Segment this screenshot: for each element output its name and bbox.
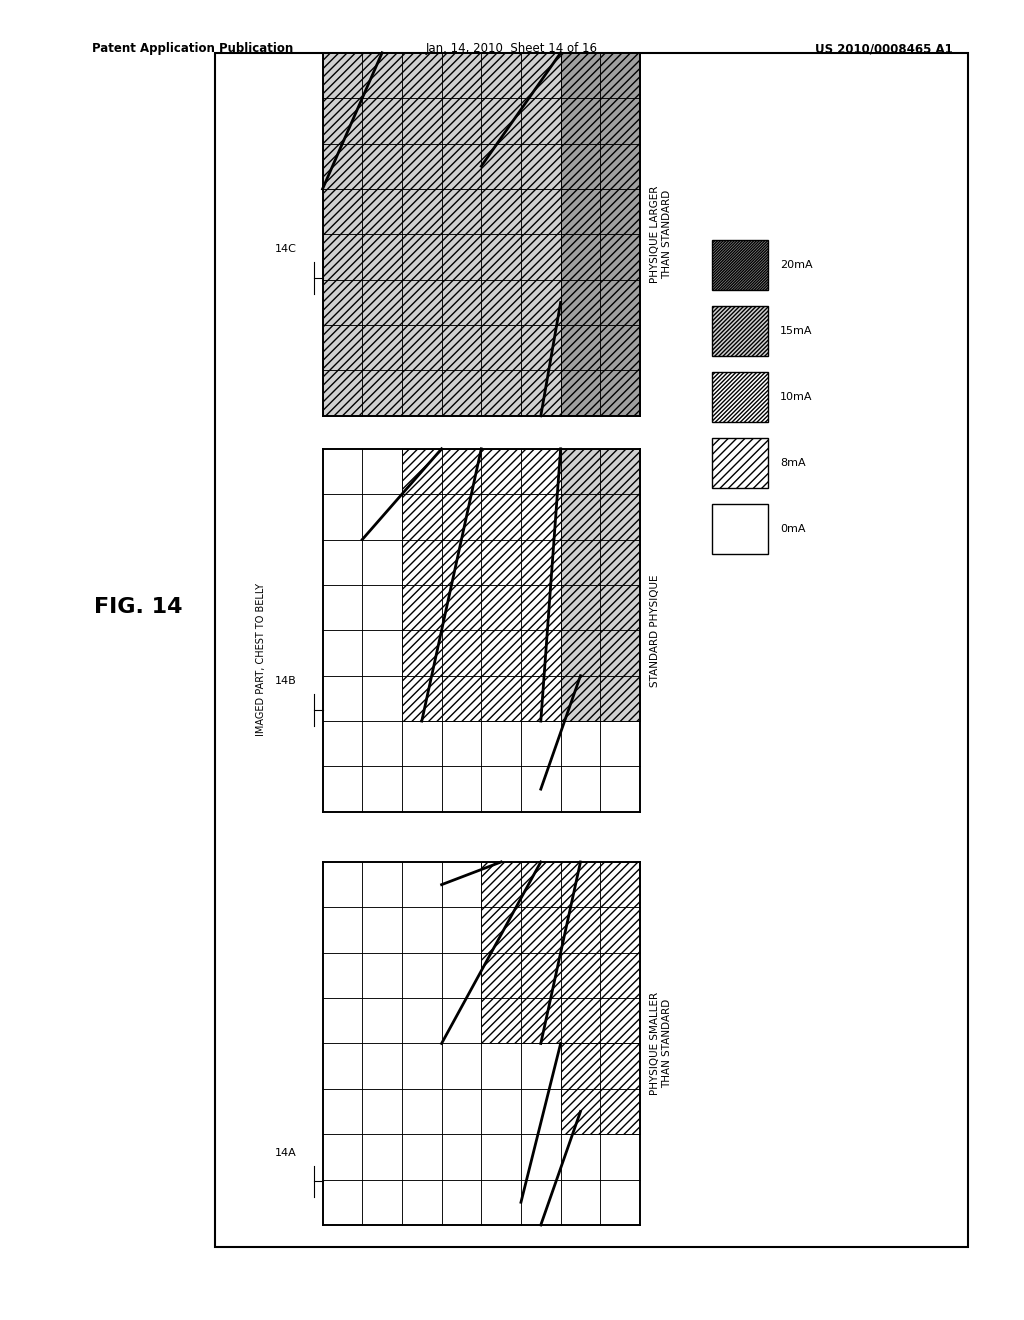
- Text: 14C: 14C: [275, 244, 297, 253]
- Bar: [712, 372, 768, 422]
- Text: Jan. 14, 2010  Sheet 14 of 16: Jan. 14, 2010 Sheet 14 of 16: [426, 42, 598, 55]
- Bar: [323, 53, 561, 416]
- Text: US 2010/0008465 A1: US 2010/0008465 A1: [814, 42, 952, 55]
- Text: 15mA: 15mA: [780, 326, 813, 337]
- Bar: [215, 53, 968, 1247]
- Text: PHYSIQUE LARGER
THAN STANDARD: PHYSIQUE LARGER THAN STANDARD: [650, 186, 672, 282]
- Bar: [712, 504, 768, 554]
- Bar: [712, 240, 768, 290]
- Text: FIG. 14: FIG. 14: [94, 597, 182, 618]
- Bar: [323, 53, 640, 416]
- Text: STANDARD PHYSIQUE: STANDARD PHYSIQUE: [650, 574, 660, 686]
- Bar: [712, 306, 768, 356]
- Bar: [712, 438, 768, 488]
- Text: 10mA: 10mA: [780, 392, 813, 403]
- Bar: [561, 53, 640, 416]
- Text: IMAGED PART, CHEST TO BELLY: IMAGED PART, CHEST TO BELLY: [256, 583, 266, 737]
- Text: Patent Application Publication: Patent Application Publication: [92, 42, 294, 55]
- Bar: [561, 449, 640, 721]
- Text: 8mA: 8mA: [780, 458, 806, 469]
- Text: 0mA: 0mA: [780, 524, 806, 535]
- Text: 14B: 14B: [275, 676, 297, 686]
- Bar: [401, 449, 600, 721]
- Text: PHYSIQUE SMALLER
THAN STANDARD: PHYSIQUE SMALLER THAN STANDARD: [650, 991, 672, 1096]
- Bar: [323, 862, 640, 1225]
- Text: 20mA: 20mA: [780, 260, 813, 271]
- Bar: [561, 1043, 640, 1134]
- Bar: [323, 449, 640, 812]
- Bar: [481, 862, 640, 1043]
- Text: 14A: 14A: [275, 1147, 297, 1158]
